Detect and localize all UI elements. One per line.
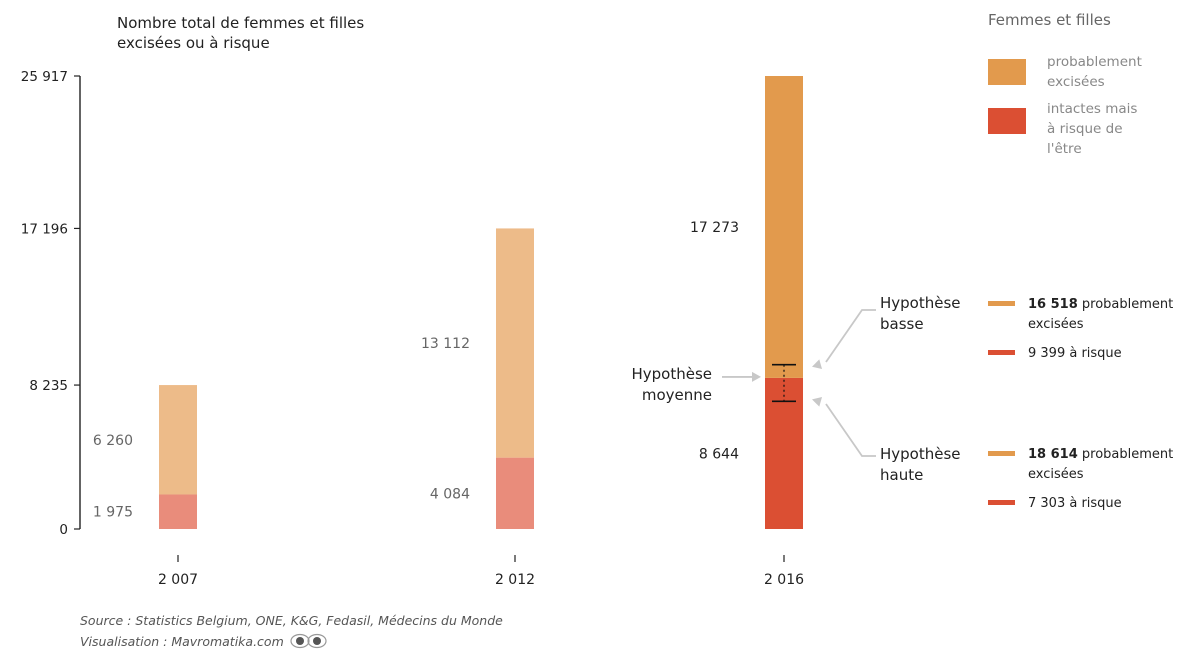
y-tick-label: 8 235	[29, 378, 68, 394]
visualisation-credit: Visualisation : Mavromatika.com	[80, 633, 328, 649]
label-hypothese-moyenne: Hypothèse	[631, 365, 712, 383]
arrow-basse-head	[812, 359, 823, 370]
legend-swatch-risk	[988, 108, 1026, 134]
detail-excised-text: probablement	[1078, 297, 1173, 312]
data-label-risk: 1 975	[93, 505, 133, 521]
data-label-excised: 13 112	[421, 336, 470, 352]
legend-label-excised: probablement	[1047, 54, 1142, 70]
arrow-haute	[825, 403, 876, 457]
eyes-logo-icon	[290, 633, 327, 649]
detail-risk-haute: 7 303 à risque	[1028, 496, 1122, 511]
data-label-excised: 6 260	[93, 433, 133, 449]
chart-title-line: Nombre total de femmes et filles	[117, 14, 364, 32]
detail-excised-text: probablement	[1078, 447, 1173, 462]
label-hypothese-basse: basse	[880, 315, 924, 333]
y-tick-label: 0	[59, 522, 68, 538]
bar-risk	[765, 377, 803, 529]
data-label-excised: 17 273	[690, 220, 739, 236]
y-tick-label: 17 196	[21, 221, 68, 237]
chart-title-line: excisées ou à risque	[117, 34, 270, 52]
legend-label-risk: l'être	[1047, 141, 1082, 157]
detail-excised-line2-haute: excisées	[1028, 467, 1084, 482]
detail-swatch-excised-basse	[988, 301, 1015, 306]
detail-swatch-excised-haute	[988, 451, 1015, 456]
x-tick-label: 2 007	[158, 572, 198, 588]
bar-excised	[765, 76, 803, 378]
x-tick-label: 2 016	[764, 572, 804, 588]
arrow-basse	[825, 309, 876, 363]
bar-excised	[496, 228, 534, 458]
arrow-moyenne-head	[752, 371, 761, 382]
detail-swatch-risk-basse	[988, 350, 1015, 355]
detail-excised-basse: 16 518 probablement	[1028, 297, 1173, 312]
detail-excised-haute: 18 614 probablement	[1028, 447, 1173, 462]
bar-excised	[159, 385, 197, 495]
legend-title: Femmes et filles	[988, 11, 1111, 29]
detail-excised-line2-basse: excisées	[1028, 317, 1084, 332]
data-label-risk: 8 644	[699, 446, 739, 462]
detail-excised-value: 18 614	[1028, 447, 1078, 462]
arrow-haute-head	[812, 397, 823, 407]
visualisation-text: Visualisation : Mavromatika.com	[80, 633, 284, 649]
label-hypothese-basse: Hypothèse	[880, 294, 961, 312]
legend-swatch-excised	[988, 59, 1026, 85]
detail-swatch-risk-haute	[988, 500, 1015, 505]
detail-excised-value: 16 518	[1028, 297, 1078, 312]
bar-risk	[496, 457, 534, 529]
x-tick-label: 2 012	[495, 572, 535, 588]
detail-risk-basse: 9 399 à risque	[1028, 346, 1122, 361]
label-hypothese-moyenne: moyenne	[642, 386, 712, 404]
legend-label-risk: à risque de	[1047, 121, 1123, 137]
bar-risk	[159, 494, 197, 529]
label-hypothese-haute: haute	[880, 466, 923, 484]
label-hypothese-haute: Hypothèse	[880, 445, 961, 463]
legend-label-excised: excisées	[1047, 74, 1105, 90]
y-tick-label: 25 917	[21, 69, 68, 85]
source-note: Source : Statistics Belgium, ONE, K&G, F…	[80, 613, 503, 628]
legend-label-risk: intactes mais	[1047, 101, 1137, 117]
data-label-risk: 4 084	[430, 486, 470, 502]
